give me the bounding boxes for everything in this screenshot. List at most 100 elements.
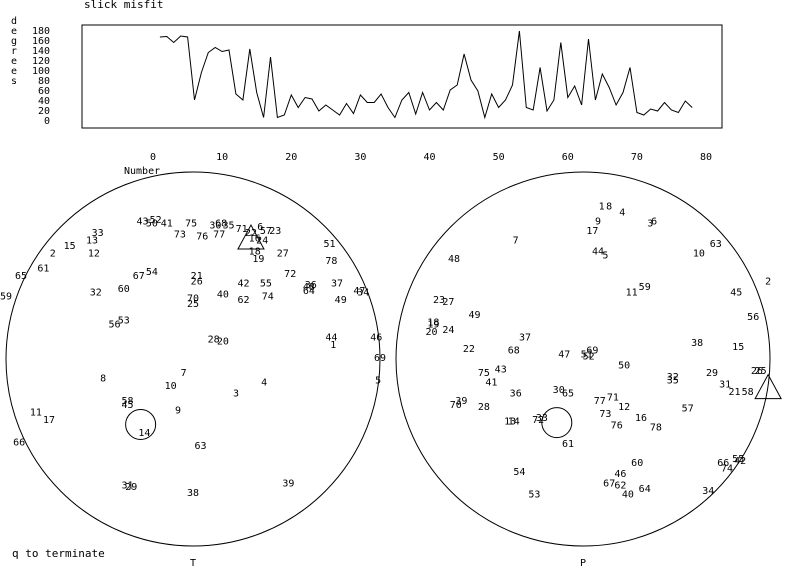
misfit-series-line <box>159 30 693 120</box>
stereonet-point-label: 48 <box>303 282 315 293</box>
stereonet-point-label: 55 <box>732 454 744 465</box>
x-axis-label: Number <box>124 166 160 177</box>
stereonet-point-label: 13 <box>504 417 516 428</box>
y-tick-label: 160 <box>32 36 50 47</box>
circle-marker <box>125 408 157 440</box>
stereonet-point-label: 52 <box>583 351 595 362</box>
stereonet-point-label: 2 <box>765 277 771 288</box>
stereonet-point-label: 46 <box>614 469 626 480</box>
terminate-hint: q to terminate <box>12 547 105 560</box>
stereonet-circle <box>5 171 381 547</box>
stereonet-point-label: 40 <box>622 490 634 501</box>
stereonet-point-label: 26 <box>191 277 203 288</box>
stereonet-point-label: 72 <box>532 415 544 426</box>
stereonet-point-label: 28 <box>478 402 490 413</box>
stereonet-point-label: 34 <box>702 486 714 497</box>
stereonet-point-label: 5 <box>375 376 381 387</box>
stereonet-point-label: 29 <box>125 482 137 493</box>
stereonet-point-label: 25 <box>755 366 767 377</box>
stereonet-point-label: 50 <box>618 361 630 372</box>
stereonet-point-label: 16 <box>635 413 647 424</box>
stereonet-point-label: 38 <box>187 488 199 499</box>
x-tick-label: 40 <box>423 152 435 163</box>
stereonet-point-label: 63 <box>710 239 722 250</box>
y-tick-label: 40 <box>38 96 50 107</box>
stereonet-point-label: 69 <box>374 353 386 364</box>
y-tick-label: 120 <box>32 56 50 67</box>
y-tick-label: 100 <box>32 66 50 77</box>
circle-marker <box>541 407 573 439</box>
y-tick-label: 20 <box>38 106 50 117</box>
stereonet-point-label: 44 <box>325 333 337 344</box>
x-tick-label: 50 <box>493 152 505 163</box>
stereonet-point-label: 7 <box>513 235 519 246</box>
stereonet-point-label: 4 <box>619 207 625 218</box>
stereonet-point-label: 2 <box>50 248 56 259</box>
stereonet-point-label: 72 <box>284 269 296 280</box>
stereonet-point-label: 51 <box>323 239 335 250</box>
stereonet-point-label: 3 <box>647 219 653 230</box>
stereonet-point-label: 20 <box>425 327 437 338</box>
stereonet-point-label: 59 <box>0 291 12 302</box>
stereonet-point-label: 15 <box>64 241 76 252</box>
stereonet-point-label: 38 <box>691 338 703 349</box>
stereonet-point-label: 20 <box>217 336 229 347</box>
stereonet-point-label: 17 <box>43 415 55 426</box>
stereonet-point-label: 37 <box>519 333 531 344</box>
stereonet-point-label: 14 <box>508 417 520 428</box>
stereonet-point-label: 62 <box>614 480 626 491</box>
stereonet-point-label: 61 <box>37 263 49 274</box>
stereonet-point-label: 64 <box>303 286 315 297</box>
stereonet-point-label: 67 <box>133 271 145 282</box>
stereonet-point-label: 74 <box>262 291 274 302</box>
stereonet-point-label: 42 <box>734 456 746 467</box>
stereonet-point-label: 47 <box>558 349 570 360</box>
stereonet-point-label: 54 <box>146 267 158 278</box>
stereonet-point-label: 78 <box>325 256 337 267</box>
stereonet-circle <box>395 171 771 547</box>
stereonet-point-label: 9 <box>595 217 601 228</box>
stereonet-point-label: 30 <box>209 220 221 231</box>
stereonet-point-label: 23 <box>269 226 281 237</box>
stereonet-point-label: 12 <box>618 402 630 413</box>
stereonet-point-label: 10 <box>693 248 705 259</box>
stereonet-point-label: 8 <box>100 374 106 385</box>
stereonet-point-label: 25 <box>187 299 199 310</box>
stereonet-point-label: 22 <box>245 228 257 239</box>
y-tick-label: 0 <box>44 116 50 127</box>
stereonet-point-label: 36 <box>305 280 317 291</box>
stereonet-point-label: 58 <box>742 387 754 398</box>
stereonet-point-label: 64 <box>639 484 651 495</box>
y-tick-label: 60 <box>38 86 50 97</box>
stereonet-point-label: 59 <box>639 282 651 293</box>
stereonet-point-label: 33 <box>92 228 104 239</box>
stereonet-point-label: 65 <box>15 271 27 282</box>
stereonet-point-label: 71 <box>236 224 248 235</box>
stereonet-point-label: 35 <box>667 376 679 387</box>
stereonet-point-label: 77 <box>594 396 606 407</box>
stereonet-point-label: 36 <box>510 389 522 400</box>
stereonet-P: P123456789101112131415161718192021222324… <box>395 171 782 569</box>
stereonet-point-label: 57 <box>682 404 694 415</box>
stereonet-point-label: 14 <box>138 428 150 439</box>
stereonet-point-label: 74 <box>721 464 733 475</box>
stereonet-point-label: 41 <box>161 219 173 230</box>
stereonet-point-label: 49 <box>335 295 347 306</box>
stereonet-point-label: 37 <box>331 278 343 289</box>
stereonet-label: P <box>580 558 586 569</box>
stereonet-point-label: 61 <box>562 439 574 450</box>
stereonet-point-label: 30 <box>553 385 565 396</box>
stereonet-point-label: 27 <box>442 297 454 308</box>
stereonet-point-label: 6 <box>257 222 263 233</box>
stereonet-point-label: 53 <box>528 490 540 501</box>
stereonet-point-label: 65 <box>562 389 574 400</box>
triangle-marker <box>754 373 782 400</box>
stereonet-point-label: 32 <box>667 372 679 383</box>
stereonet-point-label: 18 <box>249 247 261 258</box>
stereonet-point-label: 19 <box>252 254 264 265</box>
stereonet-point-label: 6 <box>651 217 657 228</box>
x-tick-label: 10 <box>216 152 228 163</box>
x-tick-label: 20 <box>285 152 297 163</box>
